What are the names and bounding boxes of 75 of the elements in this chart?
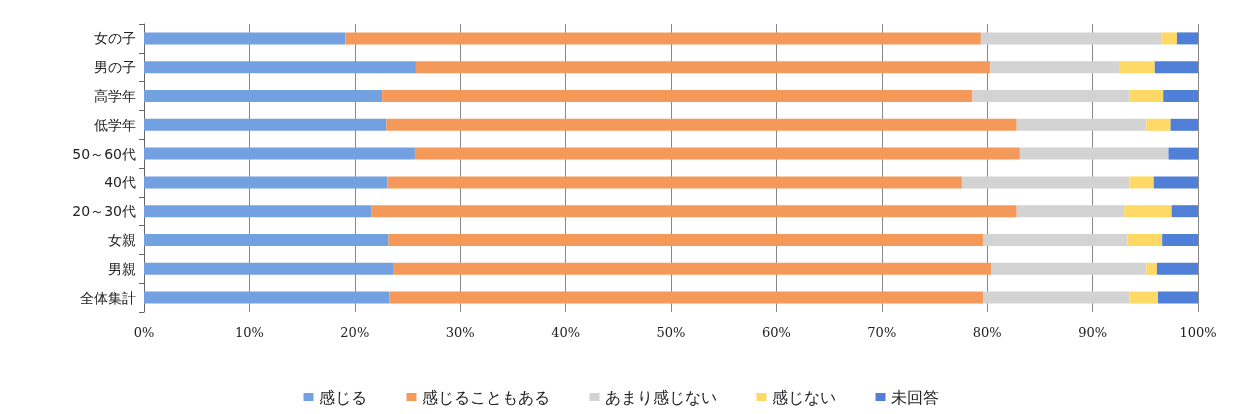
legend-label: 感じることもある [421, 387, 550, 407]
bar [1163, 90, 1198, 102]
bar [144, 291, 390, 304]
bar [1157, 291, 1198, 304]
y-tick-label: 40代 [104, 174, 136, 191]
bar [414, 147, 1020, 160]
bar [415, 61, 991, 74]
bar [980, 32, 1162, 45]
x-tick-label: 100% [1179, 325, 1217, 340]
legend-label: 感じない [771, 387, 836, 407]
x-tick-label: 20% [340, 325, 370, 340]
bar [144, 234, 389, 246]
bar [1162, 234, 1198, 246]
bar [144, 32, 346, 45]
x-tick-label: 80% [972, 325, 1002, 340]
bar [1016, 118, 1147, 131]
x-tick-label: 10% [234, 325, 264, 340]
bar [1118, 61, 1155, 74]
bar [982, 234, 1128, 246]
x-tick-label: 30% [445, 325, 475, 340]
bar [144, 118, 387, 131]
bar [982, 291, 1130, 304]
x-tick-label: 50% [656, 325, 686, 340]
legend-label: 未回答 [890, 387, 939, 407]
bar [144, 147, 415, 160]
y-tick-label: 低学年 [94, 116, 136, 133]
bar [1129, 176, 1154, 189]
x-tick-label: 70% [867, 325, 897, 340]
y-tick-label: 女の子 [94, 30, 136, 47]
bar [1124, 205, 1172, 218]
bar [972, 90, 1130, 102]
bar [1146, 118, 1171, 131]
bar [144, 90, 383, 102]
bar [1176, 32, 1198, 45]
x-tick-label: 60% [761, 325, 791, 340]
x-tick-label: 0% [133, 325, 155, 340]
bar [1016, 205, 1125, 218]
y-tick-label: 女親 [108, 232, 136, 248]
bar [1171, 205, 1198, 218]
bar [371, 205, 1017, 218]
bar [1170, 118, 1198, 131]
bar [1153, 176, 1198, 189]
y-tick-label: 男の子 [94, 59, 136, 76]
bar [961, 176, 1130, 189]
bar [1129, 291, 1158, 304]
x-tick-label: 40% [551, 325, 581, 340]
bar [1156, 262, 1198, 275]
y-tick-label: 50～60代 [72, 145, 136, 162]
bar [1168, 147, 1198, 160]
bar [1154, 61, 1198, 74]
bar [393, 262, 992, 275]
bar [1127, 234, 1163, 246]
bar [990, 61, 1119, 74]
bar [144, 61, 416, 74]
bar [144, 176, 388, 189]
bar [388, 234, 983, 246]
bar [1146, 262, 1157, 275]
y-tick-label: 20～30代 [72, 203, 136, 220]
x-tick-label: 90% [1078, 325, 1108, 340]
bar [991, 262, 1147, 275]
bar [345, 32, 981, 45]
legend-label: あまり感じない [604, 387, 717, 407]
y-tick-label: 高学年 [94, 88, 136, 104]
bar [144, 262, 394, 275]
legend-label: 感じる [318, 387, 367, 407]
bar [389, 291, 983, 304]
y-tick-label: 男親 [108, 260, 136, 277]
bar [387, 176, 962, 189]
bar [386, 118, 1017, 131]
bar [1129, 90, 1164, 102]
y-tick-label: 全体集計 [80, 289, 136, 306]
bar [382, 90, 973, 102]
bar [1161, 32, 1177, 45]
bar [144, 205, 372, 218]
bar [1019, 147, 1169, 160]
